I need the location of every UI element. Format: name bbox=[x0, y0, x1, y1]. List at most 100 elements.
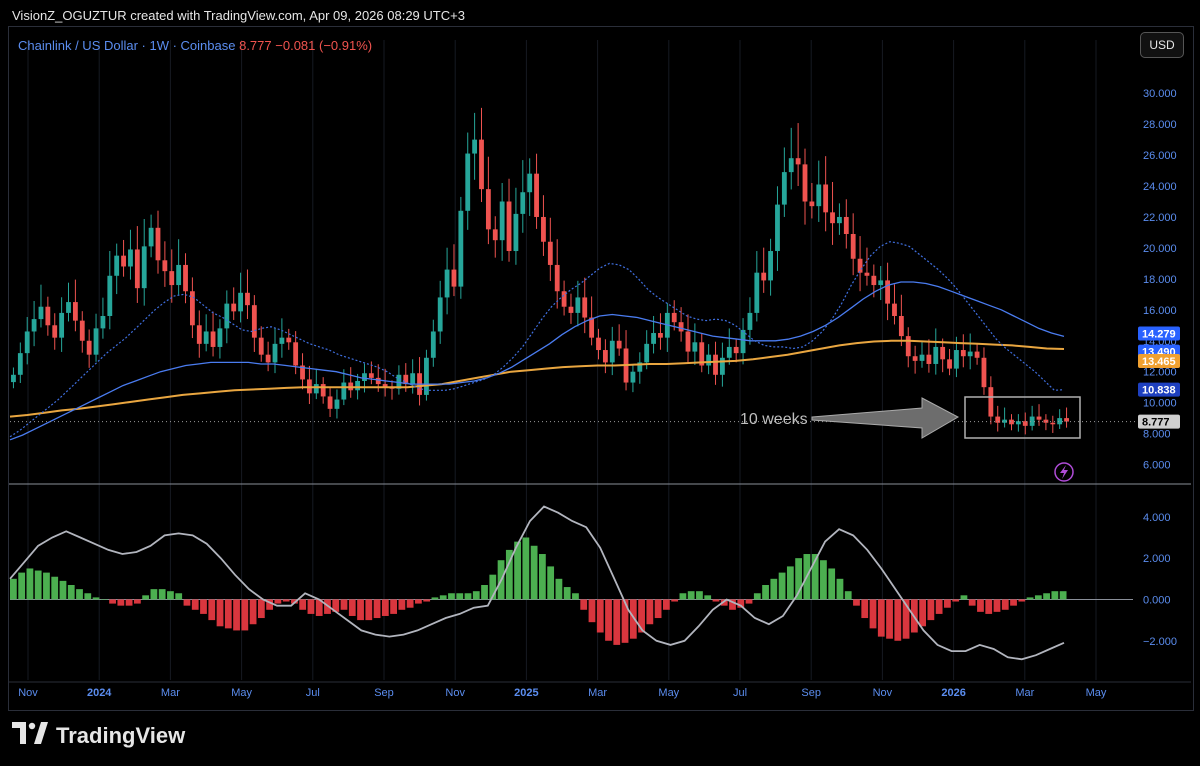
histogram-bar bbox=[365, 599, 373, 621]
tradingview-footer[interactable]: TradingView bbox=[12, 722, 185, 750]
histogram-bar bbox=[125, 599, 133, 606]
price-label-value: 13.465 bbox=[1142, 356, 1176, 368]
histogram-bar bbox=[224, 599, 232, 629]
candle-body bbox=[472, 139, 478, 154]
histogram-bar bbox=[572, 593, 579, 600]
histogram-bar bbox=[158, 589, 166, 600]
candle-body bbox=[596, 337, 601, 351]
histogram-bar bbox=[563, 587, 571, 600]
candle-body bbox=[272, 343, 278, 363]
histogram-bar bbox=[753, 593, 761, 600]
histogram-bar bbox=[332, 599, 340, 612]
histogram-bar bbox=[216, 599, 224, 627]
histogram-bar bbox=[100, 599, 108, 600]
time-axis-label: 2024 bbox=[87, 687, 112, 699]
histogram-bar bbox=[274, 599, 282, 604]
candle-body bbox=[602, 350, 608, 363]
candle-body bbox=[506, 201, 512, 252]
candle-body bbox=[1057, 418, 1063, 425]
candle-body bbox=[754, 272, 760, 313]
candle-body bbox=[768, 251, 773, 281]
candle-body bbox=[637, 362, 643, 372]
histogram-bar bbox=[76, 589, 83, 600]
candle-body bbox=[513, 213, 519, 252]
time-axis-label: Mar bbox=[1015, 687, 1034, 699]
annotation-text: 10 weeks bbox=[740, 411, 808, 428]
candle-body bbox=[802, 164, 808, 202]
candle-body bbox=[671, 312, 677, 323]
candle-body bbox=[265, 354, 271, 363]
histogram-bar bbox=[233, 599, 240, 631]
candle-body bbox=[781, 172, 787, 205]
time-axis-label: Nov bbox=[873, 687, 893, 699]
histogram-bar bbox=[762, 585, 769, 600]
histogram-bar bbox=[1010, 599, 1017, 606]
price-tick-label: 26.000 bbox=[1143, 150, 1177, 162]
candle-body bbox=[121, 255, 126, 267]
candle-body bbox=[313, 384, 319, 394]
oscillator-tick-label: 4.000 bbox=[1143, 512, 1171, 524]
histogram-bar bbox=[820, 560, 827, 600]
candle-body bbox=[706, 354, 712, 366]
histogram-bar bbox=[596, 599, 604, 633]
price-tick-label: 18.000 bbox=[1143, 274, 1177, 286]
candle-body bbox=[995, 416, 1001, 423]
candle-body bbox=[582, 297, 588, 318]
histogram-bar bbox=[539, 554, 546, 600]
candle-body bbox=[279, 337, 285, 344]
histogram-bar bbox=[993, 599, 1001, 612]
candle-body bbox=[17, 353, 23, 375]
candle-body bbox=[816, 184, 822, 207]
histogram-bar bbox=[1034, 595, 1042, 600]
candle-body bbox=[1022, 421, 1028, 426]
candle-body bbox=[485, 189, 491, 230]
candle-body bbox=[1043, 419, 1049, 423]
candle-body bbox=[189, 291, 195, 326]
candle-body bbox=[59, 312, 65, 338]
candle-body bbox=[850, 234, 856, 259]
histogram-bar bbox=[696, 591, 703, 600]
oscillator-tick-label: −2.000 bbox=[1143, 636, 1177, 648]
histogram-bar bbox=[390, 599, 397, 614]
histogram-bar bbox=[10, 578, 17, 600]
histogram-bar bbox=[208, 599, 216, 621]
price-label-value: 14.279 bbox=[1142, 328, 1176, 340]
histogram-bar bbox=[133, 599, 141, 604]
candle-body bbox=[231, 303, 237, 312]
price-label-bg bbox=[1138, 354, 1180, 369]
candle-body bbox=[823, 184, 829, 213]
histogram-bar bbox=[712, 599, 720, 602]
histogram-bar bbox=[613, 599, 621, 645]
histogram-bar bbox=[1059, 591, 1067, 600]
time-axis-label: Mar bbox=[588, 687, 607, 699]
histogram-bar bbox=[869, 599, 877, 629]
candle-body bbox=[547, 241, 553, 265]
histogram-bar bbox=[439, 595, 447, 600]
candle-body bbox=[300, 365, 305, 380]
time-axis-label: Jul bbox=[733, 687, 747, 699]
histogram-bar bbox=[1043, 593, 1050, 600]
histogram-bar bbox=[729, 599, 736, 610]
symbol-name[interactable]: Chainlink / US Dollar · 1W · Coinbase bbox=[18, 38, 236, 53]
candle-body bbox=[238, 292, 243, 312]
histogram-bar bbox=[737, 599, 745, 608]
currency-button[interactable]: USD bbox=[1140, 32, 1184, 58]
candle-body bbox=[203, 331, 209, 344]
histogram-bar bbox=[770, 578, 778, 600]
histogram-bar bbox=[1051, 591, 1059, 600]
histogram-bar bbox=[894, 599, 902, 641]
candle-body bbox=[210, 331, 216, 347]
histogram-bar bbox=[109, 599, 116, 604]
candle-body bbox=[892, 303, 897, 316]
candle-body bbox=[183, 264, 188, 292]
candle-body bbox=[974, 351, 980, 358]
symbol-info: Chainlink / US Dollar · 1W · Coinbase 8.… bbox=[18, 38, 372, 53]
candle-body bbox=[926, 354, 932, 364]
histogram-bar bbox=[84, 593, 92, 600]
histogram-bar bbox=[175, 593, 183, 600]
histogram-bar bbox=[200, 599, 207, 614]
histogram-bar bbox=[927, 599, 935, 621]
ma-fast-line bbox=[9, 241, 1065, 438]
candle-body bbox=[437, 297, 443, 332]
